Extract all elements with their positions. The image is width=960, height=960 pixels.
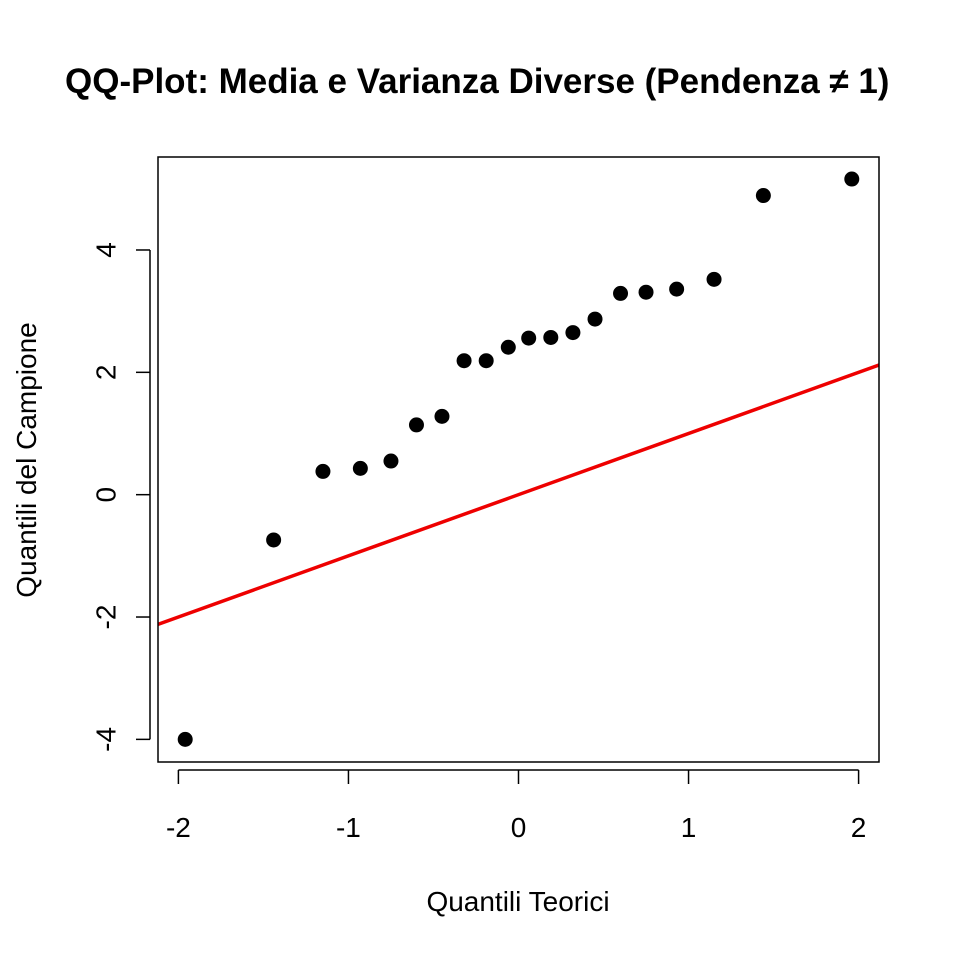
data-point	[638, 284, 654, 300]
y-tick-label: -4	[90, 727, 121, 752]
data-point	[456, 353, 472, 369]
reference-line	[158, 363, 879, 627]
x-tick-label: 2	[851, 812, 867, 843]
x-axis-label: Quantili Teorici	[426, 886, 609, 917]
data-point	[500, 339, 516, 355]
data-point	[669, 281, 685, 297]
data-point	[844, 171, 860, 187]
data-point	[543, 329, 559, 345]
plot-frame	[157, 156, 880, 763]
data-point	[521, 330, 537, 346]
y-tick-label: 4	[90, 242, 121, 258]
data-point	[706, 271, 722, 287]
data-point	[565, 325, 581, 341]
chart-title: QQ-Plot: Media e Varianza Diverse (Pende…	[65, 62, 889, 101]
data-point	[315, 463, 331, 479]
data-point	[383, 453, 399, 469]
x-tick-label: -1	[336, 812, 361, 843]
x-tick-label: 1	[681, 812, 697, 843]
data-point	[434, 408, 450, 424]
x-tick-label: 0	[511, 812, 527, 843]
data-point	[587, 311, 603, 327]
data-point	[613, 285, 629, 301]
y-axis-label: Quantili del Campione	[11, 322, 42, 598]
data-point	[266, 532, 282, 548]
data-point	[755, 188, 771, 204]
y-tick-label: 0	[90, 487, 121, 503]
data-point	[478, 353, 494, 369]
y-tick-label: 2	[90, 365, 121, 381]
axes: -2 -1 0 1 2 -4 -2 0 2 4	[90, 156, 880, 843]
plot-area	[158, 171, 879, 747]
data-point	[352, 460, 368, 476]
x-tick-label: -2	[166, 812, 191, 843]
data-point	[177, 731, 193, 747]
y-tick-label: -2	[90, 605, 121, 630]
data-point	[408, 417, 424, 433]
